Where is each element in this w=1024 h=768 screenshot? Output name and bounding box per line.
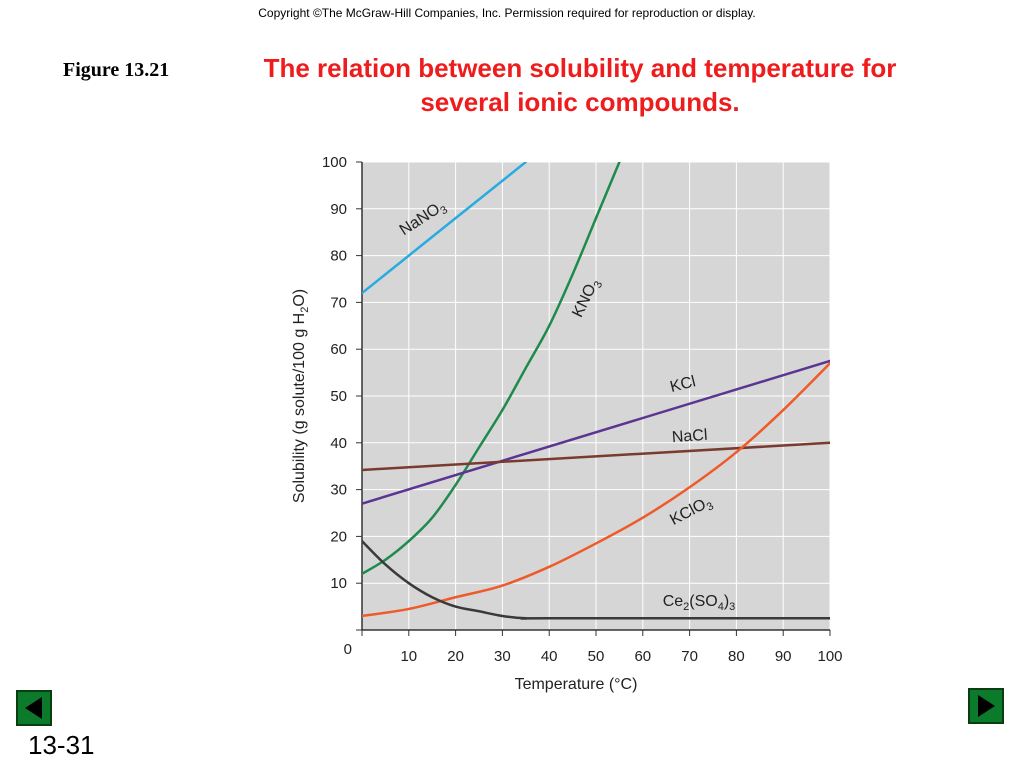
x-tick-label: 50 bbox=[588, 648, 605, 665]
series-label: KCl bbox=[668, 373, 697, 396]
y-tick-label: 30 bbox=[330, 482, 347, 499]
series-label-part: KCl bbox=[668, 373, 697, 396]
x-axis-label: Temperature (°C) bbox=[515, 676, 638, 693]
triangle-right-icon bbox=[978, 695, 995, 717]
x-tick-label: 70 bbox=[681, 648, 698, 665]
series-line bbox=[362, 539, 830, 620]
series-label-subscript: 2 bbox=[683, 601, 689, 613]
series-label-subscript: 3 bbox=[592, 279, 605, 290]
y-tick-label: 100 bbox=[322, 154, 347, 171]
y-tick-label: 0 bbox=[344, 641, 352, 658]
series-label-part: NaCl bbox=[671, 427, 708, 446]
y-tick-label: 70 bbox=[330, 294, 347, 311]
figure-label: Figure 13.21 bbox=[63, 59, 170, 81]
series-line bbox=[362, 441, 830, 472]
y-axis-label-part: O) bbox=[291, 289, 308, 307]
series-label-part: ) bbox=[724, 593, 729, 610]
x-tick-label: 10 bbox=[400, 648, 417, 665]
y-tick-label: 60 bbox=[330, 341, 347, 358]
series-label-part: (SO bbox=[689, 593, 717, 610]
y-tick-label: 40 bbox=[330, 435, 347, 452]
x-tick-label: 100 bbox=[817, 648, 842, 665]
x-tick-label: 30 bbox=[494, 648, 511, 665]
x-tick-label: 40 bbox=[541, 648, 558, 665]
series-label-subscript: 4 bbox=[718, 601, 724, 613]
y-tick-label: 50 bbox=[330, 388, 347, 405]
slide-number: 13-31 bbox=[28, 730, 95, 760]
series-label-subscript: 3 bbox=[729, 601, 735, 613]
next-slide-button[interactable] bbox=[968, 688, 1004, 724]
y-tick-label: 10 bbox=[330, 575, 347, 592]
x-tick-label: 20 bbox=[447, 648, 464, 665]
x-tick-label: 80 bbox=[728, 648, 745, 665]
slide-title: The relation between solubility and temp… bbox=[263, 53, 897, 117]
y-tick-label: 90 bbox=[330, 201, 347, 218]
y-tick-label: 20 bbox=[330, 528, 347, 545]
x-tick-label: 90 bbox=[775, 648, 792, 665]
series-line bbox=[362, 359, 830, 505]
series-label: NaCl bbox=[671, 427, 708, 446]
series-line bbox=[362, 361, 830, 618]
y-axis-label-subscript: 2 bbox=[299, 307, 311, 313]
y-tick-label: 80 bbox=[330, 248, 347, 265]
copyright-notice: Copyright ©The McGraw-Hill Companies, In… bbox=[258, 6, 756, 20]
series-label-part: Ce bbox=[663, 593, 684, 610]
series-label: Ce2(SO4)3 bbox=[663, 593, 736, 613]
series-line bbox=[362, 162, 528, 295]
x-tick-label: 60 bbox=[634, 648, 651, 665]
series-label-subscript: 3 bbox=[705, 500, 716, 513]
y-axis-label: Solubility (g solute/100 g H2O) bbox=[291, 289, 311, 503]
series-line bbox=[362, 162, 621, 576]
y-axis-label-part: Solubility (g solute/100 g H bbox=[291, 313, 308, 503]
previous-slide-button[interactable] bbox=[16, 690, 52, 726]
triangle-left-icon bbox=[25, 697, 42, 719]
series-label-subscript: 3 bbox=[438, 204, 450, 217]
